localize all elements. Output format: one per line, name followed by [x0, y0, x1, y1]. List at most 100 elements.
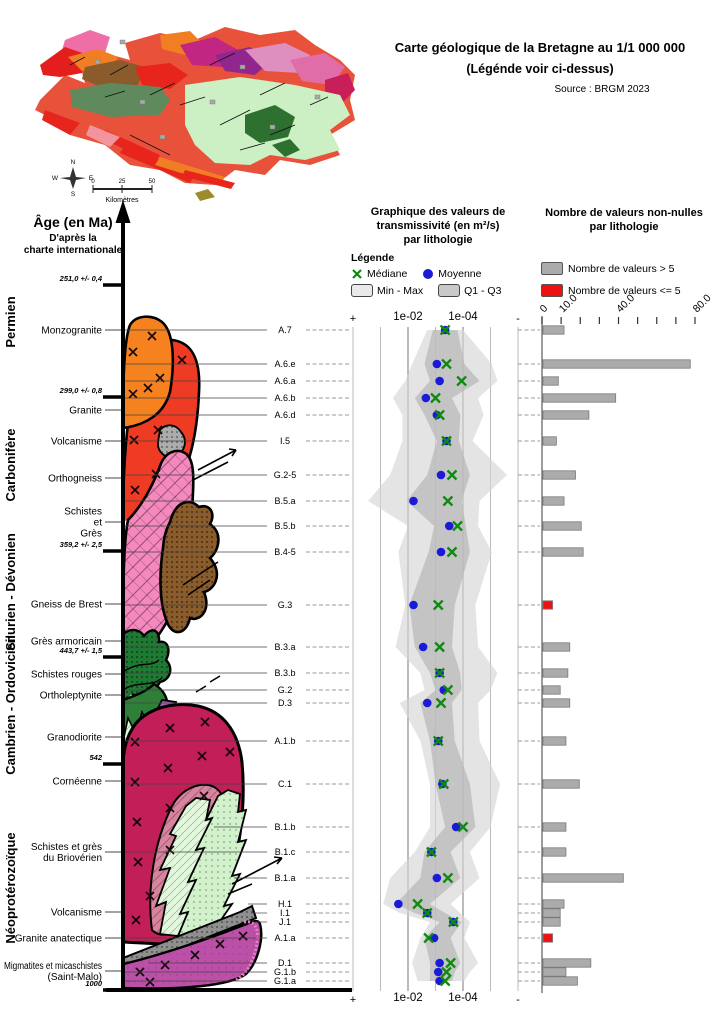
count-bar — [542, 976, 578, 986]
lithology-code: B.3.b — [274, 668, 295, 678]
lithology-code: A.6.d — [274, 410, 295, 420]
count-bar — [542, 325, 565, 335]
lithology-label: Cornéenne — [53, 777, 103, 788]
count-legend: Nombre de valeurs > 5 Nombre de valeurs … — [541, 258, 719, 297]
median-x-icon — [352, 269, 362, 279]
count-bar — [542, 470, 576, 480]
count-bar — [542, 436, 557, 446]
axis-tick-label: 1e-02 — [393, 992, 422, 1004]
brittany-geologic-map: N W E S 0 25 50 Kilomètres — [35, 27, 355, 204]
count-bar — [542, 642, 571, 652]
count-bar — [542, 698, 571, 708]
era-label: Carbonifère — [3, 429, 18, 502]
count-bar — [542, 933, 553, 943]
age-tick-label: 299,0 +/- 0,8 — [59, 386, 103, 395]
lithology-label: Granite anatectique — [15, 934, 103, 945]
count-bar — [542, 822, 567, 832]
lithology-label: Migmatites et micaschistes — [4, 961, 102, 972]
lithology-code: G.1.a — [274, 976, 296, 986]
figure-subtitle: (Légénde voir ci-dessus) — [466, 62, 614, 76]
lithology-label: Ortholeptynite — [40, 691, 103, 702]
map-compass-rose: N W E S — [52, 159, 94, 198]
lithology-code: H.1 — [278, 899, 292, 909]
count-axis-tick-label: 10.0 — [557, 292, 580, 315]
axis-plus-label: + — [350, 313, 356, 325]
lithology-label: Schistes et grès — [31, 842, 102, 853]
map-fault-lines — [69, 52, 329, 156]
lithology-label: Grès — [80, 529, 102, 540]
median-marker — [441, 358, 452, 370]
lithology-label: Monzogranite — [41, 326, 102, 337]
legend-q1q3-label: Q1 - Q3 — [464, 284, 502, 297]
lithology-code: I.1 — [280, 908, 290, 918]
count-bar — [542, 685, 561, 695]
age-tick-label: 443,7 +/- 1,5 — [59, 646, 103, 655]
lithology-label: Gneiss de Brest — [31, 600, 102, 611]
count-bar — [542, 967, 567, 977]
legend-title: Légende — [351, 252, 395, 264]
median-marker — [439, 975, 451, 987]
count-bar — [542, 847, 567, 857]
lithology-label: Schistes — [64, 507, 102, 518]
median-marker — [435, 697, 447, 709]
lithology-code: I.5 — [280, 436, 290, 446]
median-marker — [442, 684, 454, 696]
era-label: Silurien - Dévonien — [3, 533, 18, 651]
fault-lines — [182, 448, 283, 895]
lithology-code: B.1.a — [274, 873, 295, 883]
count-bar — [542, 958, 592, 968]
legend-count-le5-label: Nombre de valeurs <= 5 — [568, 284, 681, 297]
lithology-code: B.4-5 — [274, 547, 296, 557]
axis-plus-label: + — [350, 994, 356, 1006]
count-bar — [542, 393, 617, 403]
age-axis-subtitle-1: D'après la — [49, 233, 97, 244]
mean-dot-icon — [423, 269, 434, 279]
median-marker — [434, 641, 445, 653]
count-bar — [542, 376, 559, 386]
transmissivity-title-line2: transmissivité (en m²/s) — [376, 220, 500, 232]
mean-marker — [436, 547, 446, 557]
mean-marker — [421, 393, 431, 403]
scale-unit-label: Kilomètres — [105, 197, 139, 204]
lithology-code: A.1.b — [274, 736, 295, 746]
median-marker — [412, 898, 423, 910]
era-label: Cambrien - Ordovicien — [3, 635, 18, 774]
lithology-label: Volcanisme — [51, 437, 103, 448]
mean-marker — [436, 470, 446, 480]
axis-tick-label: 1e-04 — [448, 311, 478, 323]
minmax-swatch-icon — [351, 284, 373, 297]
axis-tick-label: 1e-04 — [448, 992, 478, 1004]
median-marker — [426, 846, 437, 858]
lithology-label: Granite — [69, 406, 102, 417]
transmissivity-title-line3: par lithologie — [403, 234, 473, 246]
median-marker — [446, 469, 458, 481]
count-bar — [542, 873, 624, 883]
figure-source: Source : BRGM 2023 — [554, 84, 650, 95]
lithology-code: B.3.a — [274, 642, 295, 652]
figure-title: Carte géologique de la Bretagne au 1/1 0… — [394, 40, 686, 55]
mean-marker — [409, 600, 418, 610]
scale-tick-50: 50 — [149, 179, 156, 185]
lithology-label: (Saint-Malo) — [48, 972, 102, 983]
median-marker — [441, 435, 452, 447]
lithology-code: A.6.b — [274, 393, 295, 403]
scale-tick-0: 0 — [91, 179, 95, 185]
mean-marker — [444, 521, 454, 531]
lithology-label: et — [94, 518, 103, 529]
mean-marker — [432, 359, 442, 369]
row-leader-lines — [105, 329, 540, 982]
transmissivity-chart-title: Graphique des valeurs de transmissivité … — [347, 205, 529, 247]
lithology-code: G.1.b — [274, 967, 296, 977]
lithology-label: Schistes rouges — [31, 670, 102, 681]
stratigraphic-column-art — [121, 315, 283, 990]
median-marker — [442, 495, 454, 507]
median-marker — [423, 932, 434, 944]
axis-tick-label: 1e-02 — [393, 311, 422, 323]
compass-n-label: N — [71, 159, 76, 166]
lithology-code: G.2 — [278, 685, 293, 695]
median-marker — [452, 520, 463, 532]
lithology-code: A.7 — [278, 325, 292, 335]
era-label: Permien — [3, 296, 18, 347]
